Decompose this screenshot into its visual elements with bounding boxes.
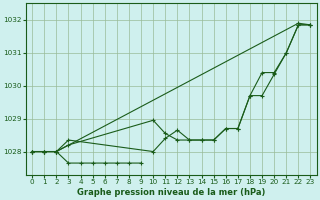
- X-axis label: Graphe pression niveau de la mer (hPa): Graphe pression niveau de la mer (hPa): [77, 188, 266, 197]
